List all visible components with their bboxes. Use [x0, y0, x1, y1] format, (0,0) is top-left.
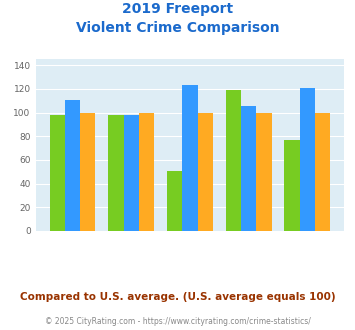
Bar [284, 140, 300, 231]
Bar [300, 88, 315, 231]
Bar [50, 115, 65, 231]
Bar [226, 90, 241, 231]
Bar [65, 100, 80, 231]
Bar [182, 85, 198, 231]
Bar [124, 115, 139, 231]
Bar [80, 113, 95, 231]
Bar [139, 113, 154, 231]
Text: Violent Crime Comparison: Violent Crime Comparison [76, 21, 279, 35]
Bar [241, 106, 256, 231]
Bar [256, 113, 272, 231]
Text: 2019 Freeport: 2019 Freeport [122, 2, 233, 16]
Text: Compared to U.S. average. (U.S. average equals 100): Compared to U.S. average. (U.S. average … [20, 292, 335, 302]
Bar [167, 171, 182, 231]
Bar [198, 113, 213, 231]
Text: © 2025 CityRating.com - https://www.cityrating.com/crime-statistics/: © 2025 CityRating.com - https://www.city… [45, 317, 310, 326]
Bar [315, 113, 330, 231]
Bar [108, 115, 124, 231]
